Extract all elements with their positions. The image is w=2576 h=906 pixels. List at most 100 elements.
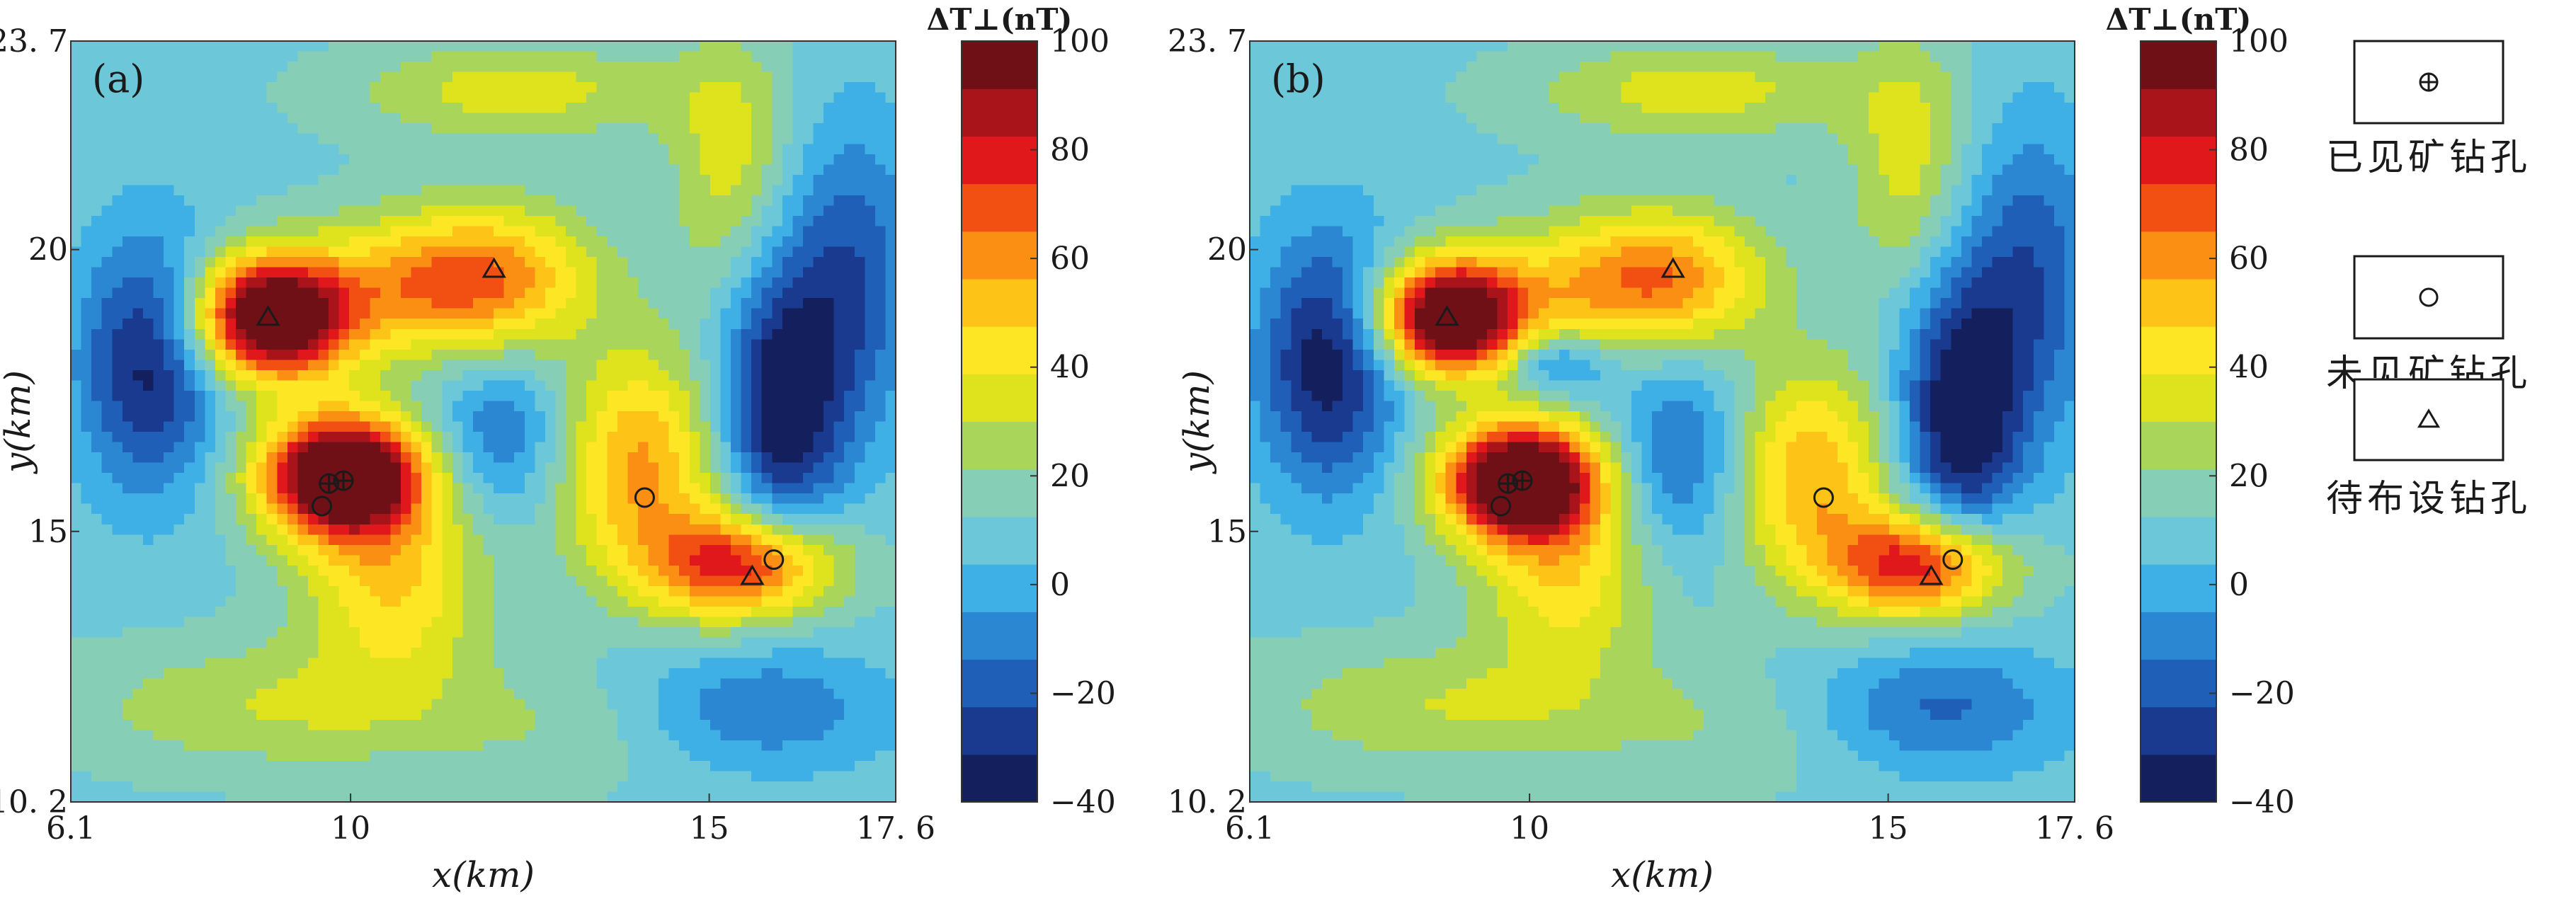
panel-b-colorbar: 100 80 60 40 20 0 −20 −40 ΔT⊥(nT) [2106, 2, 2295, 820]
panel-b-colorbar-band-3 [2141, 612, 2216, 660]
panel-b-colorbar-band-4 [2141, 564, 2216, 612]
panel-a-colorbar-tick-label-1: 80 [1050, 132, 1090, 168]
panel-a-colorbar-tick-label-5: 0 [1050, 567, 1070, 603]
panel-a-x-axis-label: x(km) [432, 854, 535, 895]
panel-a-markers [256, 257, 785, 585]
panel-a-colorbar-band-11 [962, 231, 1037, 280]
panel-a-x-tick-label-1: 10 [331, 810, 370, 847]
panel-a-y-tick-label-0: 10. 2 [0, 784, 68, 820]
panel-a-colorbar-band-0 [962, 754, 1037, 803]
panel-a-colorbar-band-3 [962, 612, 1037, 660]
legend-item-1: 已见矿钻孔 [2326, 40, 2531, 179]
panel-a-colorbar-band-6 [962, 469, 1037, 517]
panel-b: 6.1 10 15 17. 6 10. 2 15 20 23. 7 x(km) y(km) (b) 1… [1168, 2, 2295, 895]
panel-a-x-tick-label-3: 17. 6 [856, 810, 935, 847]
panel-b-colorbar-band-1 [2141, 706, 2216, 755]
legend-item-2: 未见矿钻孔 [2326, 255, 2527, 395]
planned-marker-0-7 [740, 564, 765, 585]
panel-b-colorbar-tick-label-0: 100 [2229, 23, 2289, 59]
panel-a-y-tick-label-3: 23. 7 [0, 23, 68, 59]
panel-b-y-tick-label-3: 23. 7 [1168, 23, 1247, 59]
panel-a-colorbar-band-4 [962, 564, 1037, 612]
panel-b-colorbar-band-15 [2141, 41, 2216, 89]
panel-b-x-tick-label-1: 10 [1510, 810, 1549, 847]
panel-a-colorbar-tick-label-7: −40 [1050, 784, 1116, 820]
panel-a-x-tick-label-2: 15 [690, 810, 729, 847]
panel-b-colorbar-band-7 [2141, 421, 2216, 470]
panel-b-y-tick-label-0: 10. 2 [1168, 784, 1247, 820]
panel-a-colorbar-band-13 [962, 136, 1037, 185]
panel-a-colorbar-band-14 [962, 88, 1037, 137]
panel-b-colorbar-frame [2140, 40, 2217, 803]
panel-a-colorbar-tick-label-3: 40 [1050, 350, 1090, 386]
legend-box-2 [2353, 255, 2504, 340]
panel-a: 6.1 10 15 17. 6 10. 2 15 20 23. 7 x(km) y(km) (a) 1… [0, 2, 1116, 895]
legend-label-1: 已见矿钻孔 [2326, 137, 2531, 179]
panel-a-y-tick-label-1: 15 [28, 514, 68, 550]
panel-a-colorbar: 100 80 60 40 20 0 −20 −40 ΔT⊥(nT) [927, 2, 1116, 820]
planned-marker-1-5 [1435, 305, 1459, 326]
panel-a-colorbar-band-9 [962, 326, 1037, 374]
panel-b-colorbar-tick-label-6: −20 [2229, 675, 2295, 711]
panel-a-axes-frame [70, 40, 896, 803]
panel-b-x-tick-label-3: 17. 6 [2035, 810, 2114, 847]
panel-b-colorbar-band-12 [2141, 183, 2216, 232]
panel-b-y-tick-label-1: 15 [1207, 514, 1247, 550]
legend-label-3: 待布设钻孔 [2326, 478, 2531, 520]
planned-marker-0-5 [256, 305, 280, 326]
planned-marker-0-6 [481, 257, 506, 278]
panel-a-y-tick-label-2: 20 [28, 232, 68, 268]
panel-b-colorbar-title: ΔT⊥(nT) [2106, 2, 2252, 37]
panel-b-colorbar-band-9 [2141, 326, 2216, 374]
panel-b-colorbar-band-2 [2141, 659, 2216, 708]
panel-a-colorbar-band-10 [962, 278, 1037, 327]
no-ore-marker-legend-2 [2419, 287, 2439, 307]
panel-a-x-tick-label-0: 6.1 [46, 810, 96, 847]
panel-b-colorbar-band-13 [2141, 136, 2216, 185]
panel-b-colorbar-tick-label-7: −40 [2229, 784, 2295, 820]
panel-b-colorbar-tick-label-4: 20 [2229, 458, 2269, 494]
panel-b-colorbar-band-11 [2141, 231, 2216, 280]
panel-a-colorbar-band-1 [962, 706, 1037, 755]
panel-b-colorbar-tick-label-2: 60 [2229, 241, 2269, 277]
panel-a-colorbar-tick-label-2: 60 [1050, 241, 1090, 277]
legend-box-3 [2353, 378, 2504, 461]
panel-a-field [71, 41, 896, 802]
panel-b-y-tick-label-2: 20 [1207, 232, 1247, 268]
legend-item-3: 待布设钻孔 [2326, 378, 2531, 520]
panel-a-colorbar-tick-label-6: −20 [1050, 675, 1116, 711]
panel-b-axes-frame [1249, 40, 2075, 803]
panel-b-x-tick-label-2: 15 [1869, 810, 1908, 847]
panel-a-colorbar-tick-label-0: 100 [1050, 23, 1110, 59]
no-ore-marker-1-4 [1942, 549, 1964, 570]
panel-b-colorbar-tick-label-1: 80 [2229, 132, 2269, 168]
planned-marker-1-7 [1919, 564, 1944, 585]
no-ore-marker-0-4 [763, 549, 785, 570]
panel-a-colorbar-tick-label-4: 20 [1050, 458, 1090, 494]
no-ore-marker-1-2 [1491, 495, 1512, 517]
no-ore-marker-0-3 [634, 487, 655, 508]
panel-a-colorbar-frame [961, 40, 1038, 803]
panel-b-colorbar-tick-label-3: 40 [2229, 350, 2269, 386]
panel-a-y-axis-label: y(km) [0, 370, 38, 474]
panel-b-colorbar-band-14 [2141, 88, 2216, 137]
panel-b-x-axis-label: x(km) [1611, 854, 1714, 895]
panel-b-colorbar-band-10 [2141, 278, 2216, 327]
panel-a-colorbar-band-5 [962, 516, 1037, 565]
planned-marker-1-6 [1660, 257, 1685, 278]
panel-b-markers [1435, 257, 1964, 585]
panel-a-colorbar-band-7 [962, 421, 1037, 470]
no-ore-marker-1-3 [1813, 487, 1834, 508]
panel-b-colorbar-band-5 [2141, 516, 2216, 565]
panel-b-colorbar-band-0 [2141, 754, 2216, 803]
no-ore-marker-0-2 [312, 495, 333, 517]
panel-b-colorbar-band-6 [2141, 469, 2216, 517]
panel-b-colorbar-tick-label-5: 0 [2229, 567, 2249, 603]
panel-a-colorbar-band-2 [962, 659, 1037, 708]
panel-a-colorbar-title: ΔT⊥(nT) [927, 2, 1073, 37]
panel-b-y-axis-label: y(km) [1176, 370, 1217, 474]
panel-b-colorbar-band-8 [2141, 374, 2216, 423]
panel-b-x-tick-label-0: 6.1 [1225, 810, 1275, 847]
